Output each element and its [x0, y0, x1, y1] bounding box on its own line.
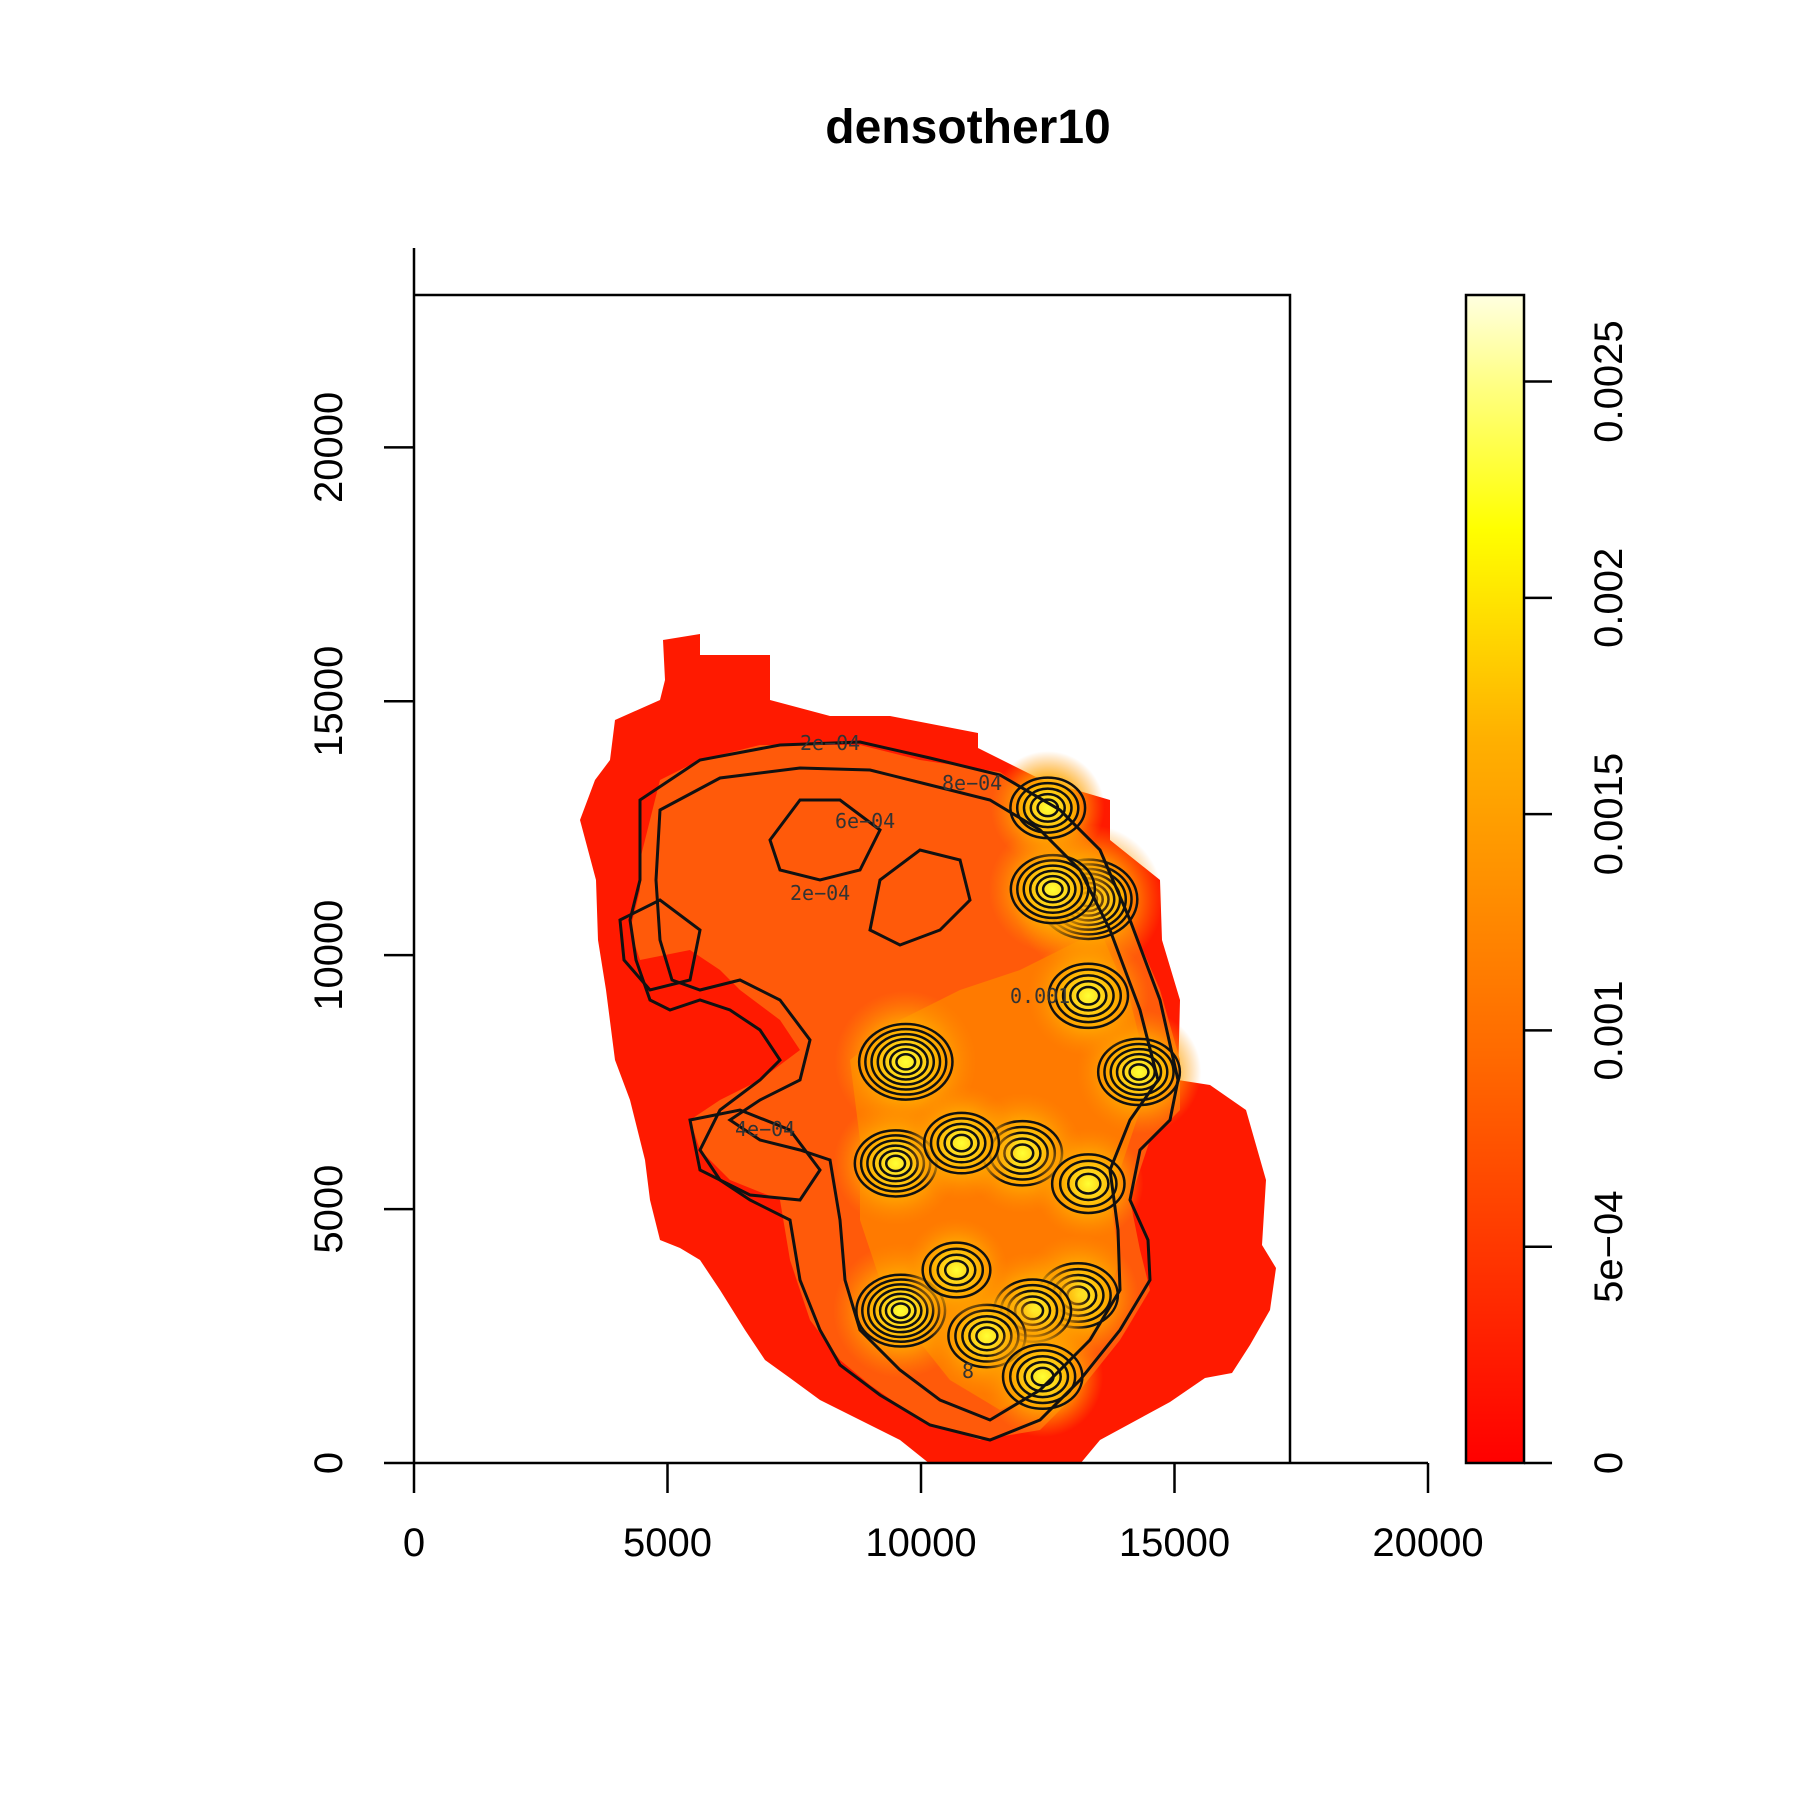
hotspot-contour — [878, 1292, 923, 1329]
contour-label: 2e−04 — [790, 881, 850, 905]
hotspot-contour — [1115, 1052, 1163, 1092]
hotspot-contour — [864, 1027, 948, 1096]
contour-line — [618, 898, 702, 992]
y-ticks: 0 5000 10000 15000 20000 — [307, 392, 414, 1474]
y-tick-label: 20000 — [307, 392, 351, 503]
hotspot-contour — [1047, 962, 1130, 1030]
hotspot-contour — [1023, 1360, 1062, 1393]
hotspot-contour — [1035, 874, 1071, 904]
plot-frame — [414, 293, 1292, 1463]
contour-label: 8e−04 — [942, 771, 1002, 795]
chart-title: densother10 — [825, 101, 1110, 154]
hotspot-layer — [833, 751, 1202, 1438]
colorbar-ticks: 0 5e−04 0.001 0.0015 0.002 0.0025 — [1524, 320, 1631, 1474]
colorbar-tick-label: 0.001 — [1587, 980, 1631, 1080]
hotspot-contour — [928, 1247, 985, 1293]
x-ticks: 0 5000 10000 15000 20000 — [403, 1463, 1484, 1565]
hotspot-contour — [936, 1122, 987, 1164]
hotspot-contour — [895, 1053, 917, 1071]
colorbar-tick-label: 0 — [1587, 1452, 1631, 1474]
hotspot-contour — [890, 1302, 911, 1320]
hotspot-contour — [1103, 1042, 1175, 1102]
hotspot-contour — [1128, 1063, 1150, 1081]
hotspot-contour — [929, 1117, 994, 1170]
hotspot-contour — [1058, 1159, 1118, 1208]
x-tick-label: 5000 — [623, 1521, 712, 1565]
hotspot-contour — [1075, 1172, 1102, 1195]
hotspot-contour — [950, 1133, 973, 1153]
x-tick-label: 20000 — [1372, 1521, 1483, 1565]
hotspot-contour — [1054, 968, 1123, 1024]
hotspot-contour — [1015, 781, 1080, 834]
hotspot-contour — [1029, 792, 1066, 823]
hotspot-contour — [884, 1154, 907, 1173]
hotspot-contour — [870, 1032, 942, 1091]
hotspot-glow — [904, 1086, 1019, 1200]
contour-label: 4e−04 — [735, 1117, 795, 1141]
density-field — [580, 634, 1276, 1463]
hotspot-contour — [936, 1253, 977, 1287]
hotspot-contour — [882, 1042, 929, 1081]
hotspot-glow — [904, 1218, 1009, 1322]
hotspot-contour — [1076, 985, 1101, 1006]
hotspot-contour — [975, 1326, 999, 1346]
hotspot-contour — [1022, 864, 1084, 914]
hotspot-contour — [1066, 1166, 1110, 1202]
hotspot-contour — [1109, 1047, 1169, 1097]
hotspot-contour — [922, 1111, 1001, 1175]
hotspot-contour — [921, 1241, 992, 1299]
contour-line — [628, 740, 1180, 1442]
x-tick-label: 15000 — [1119, 1521, 1230, 1565]
hotspot-contour — [943, 1259, 970, 1281]
x-tick-label: 10000 — [865, 1521, 976, 1565]
contour-line — [868, 848, 972, 947]
contour-label: 8 — [962, 1359, 974, 1383]
hotspot-contour — [1028, 869, 1077, 909]
hotspot-contour — [884, 1297, 917, 1324]
hotspot-contour — [888, 1047, 923, 1076]
contour-label: 0.001 — [1010, 984, 1070, 1008]
contour-line — [768, 798, 882, 882]
hotspot-contour — [1016, 1354, 1070, 1399]
contour-line — [688, 1108, 822, 1202]
colorbar-tick-label: 0.0025 — [1587, 320, 1631, 442]
hotspot-contour — [1041, 880, 1064, 899]
contour-labels: 2e−04 2e−04 6e−04 8e−04 4e−04 0.001 8 — [735, 731, 1070, 1383]
hotspot-contour — [1050, 1153, 1126, 1215]
hotspot-glow — [1027, 935, 1149, 1057]
hotspot-contour — [1069, 979, 1108, 1012]
hotspot-contour — [857, 1022, 954, 1101]
y-tick-label: 5000 — [307, 1165, 351, 1254]
y-tick-label: 10000 — [307, 900, 351, 1011]
colorbar — [1464, 293, 1526, 1465]
contour-label: 2e−04 — [800, 731, 860, 755]
hotspot-glow — [990, 751, 1105, 865]
hotspot-contour — [1008, 1349, 1077, 1405]
hotspot-contour — [1022, 787, 1073, 829]
hotspot-glow — [1033, 1128, 1144, 1239]
hotspot-contour — [943, 1128, 980, 1159]
contour-lines — [618, 740, 1180, 1442]
hotspot-contour — [876, 1037, 936, 1086]
y-tick-label: 15000 — [307, 646, 351, 757]
contour-line — [654, 766, 1160, 1422]
contour-label: 6e−04 — [835, 809, 895, 833]
colorbar-tick-label: 0.002 — [1587, 548, 1631, 648]
colorbar-tick-label: 0.0015 — [1587, 753, 1631, 875]
x-tick-label: 0 — [403, 1521, 425, 1565]
hotspot-contour — [1061, 974, 1115, 1018]
colorbar-tick-label: 5e−04 — [1587, 1191, 1631, 1303]
y-tick-label: 0 — [307, 1452, 351, 1474]
